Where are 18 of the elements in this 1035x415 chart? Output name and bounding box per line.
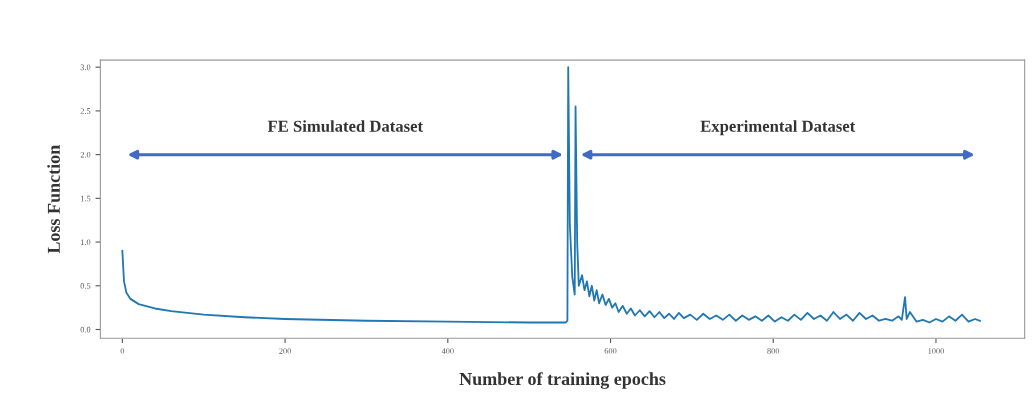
y-tick-label: 3.0	[80, 64, 91, 71]
y-tick-label: 2.5	[80, 108, 91, 114]
y-tick-label: 0.5	[80, 283, 91, 289]
x-tick-label: 400	[441, 348, 454, 354]
annotation: FE Simulated Dataset	[267, 120, 423, 132]
y-tick-label: 1.5	[80, 195, 91, 202]
x-tick-label: 200	[279, 348, 292, 354]
line-series	[121, 66, 981, 324]
y-tick-label: 2.0	[80, 151, 91, 158]
y-tick-label: 1.0	[80, 239, 91, 246]
x-axis-title: Number of training epochs	[459, 372, 666, 389]
x-tick-label: 600	[604, 348, 617, 354]
y-tick-label: 0.0	[80, 326, 91, 333]
x-tick-label: 0	[120, 348, 125, 354]
x-tick-label: 1000	[928, 348, 944, 354]
annotation: Experimental Dataset	[700, 120, 856, 136]
x-tick-label: 800	[767, 348, 780, 354]
y-axis-title: Loss Function	[47, 145, 60, 254]
